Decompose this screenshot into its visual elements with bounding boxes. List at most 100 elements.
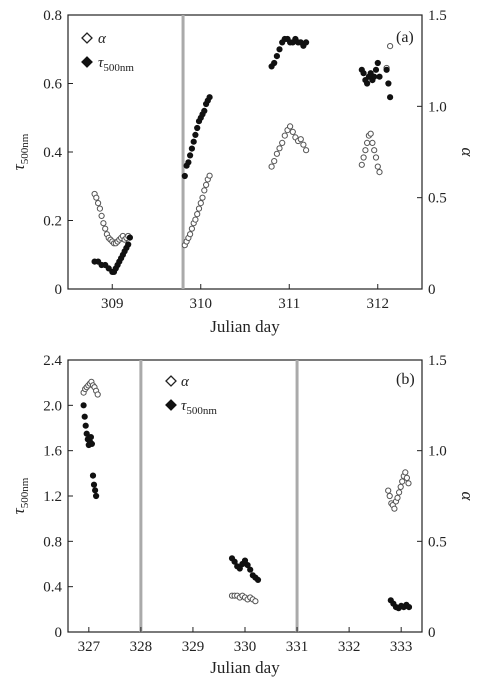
panel-b-label: (b) [396,371,415,388]
panel-a-chart: 309 310 311 312 0 0.2 0.4 0.6 0.8 0 0.5 1.0 1.5 (a… [9,8,477,336]
panel-a-alpha-point [268,163,275,170]
panel-a-tau-point [374,59,381,67]
panel-a-y-tick-label: 0.8 [43,8,62,24]
panel-b-x-tick-label: 332 [338,639,361,655]
panel-a-tau-point [201,107,208,115]
panel-b-y2-tick-label: 0.5 [428,534,447,550]
panel-b-y-tick-label: 0.8 [43,534,62,550]
panel-b-y2-tick-label: 1.0 [428,444,447,460]
panel-a-alpha-point [362,147,369,154]
panel-a-alpha-point [371,147,378,154]
panel-b-tau-point [241,557,249,564]
panel-a-tau-point [194,124,201,132]
panel-a-y-axis-label: τ500nm [9,133,31,170]
panel-a-y2-ticks: 0 0.5 1.0 1.5 [417,8,447,298]
panel-a-tau-point [276,46,283,53]
legend-tau-label: τ500nm [181,398,217,417]
panel-b-tau-point [231,558,238,565]
panel-a-alpha-point [287,123,294,130]
panel-b-y-tick-label: 1.2 [43,489,62,505]
panel-a-alpha-point [95,200,102,207]
panel-a-alpha-point [96,205,104,212]
panel-b-alpha-point [397,483,404,490]
panel-b-tau-point [80,402,87,409]
panel-a-x-tick-label: 312 [367,296,390,312]
panel-a-x-tick-label: 310 [190,296,213,312]
panel-b-y-ticks: 0 0.4 0.8 1.2 1.6 2.0 2.4 [43,353,73,641]
panel-a-y-ticks: 0 0.2 0.4 0.6 0.8 [43,8,73,298]
panel-b-y2-axis-label: α [458,492,477,502]
panel-b-x-tick-label: 330 [234,639,257,655]
panel-a-tau-point [271,59,278,67]
panel-b-chart: 327 328 329 330 331 332 333 0 0.4 0.8 1.2 1.6 2.0 2.… [9,353,477,677]
panel-a-tau-point [273,53,280,60]
panel-b-y2-ticks: 0 0.5 1.0 1.5 [417,353,447,641]
panel-b-tau-point [87,434,95,441]
panel-b-tau-point [92,487,99,494]
panel-b-tau-point [90,481,98,488]
panel-a-tau-point [364,80,371,87]
panel-a-x-tick-label: 311 [278,296,300,312]
panel-b-tau-point [236,565,243,572]
panel-a-x-tick-label: 309 [101,296,124,312]
panel-a-x-axis-label: Julian day [210,317,280,336]
panel-a-alpha-point [372,154,380,161]
panel-a-tau-point [105,265,112,272]
panel-b-tau-point [93,492,100,500]
panel-a-tau-point [185,159,192,166]
panel-a-tau-point [125,241,132,248]
panel-a-alpha-point [374,163,381,170]
panel-a-alpha-point [364,139,371,146]
panel-b-tau-point [254,576,262,584]
panel-a-alpha-point [358,161,365,168]
panel-a-tau-point [187,152,194,159]
panel-a-alpha-point [376,169,383,176]
panel-b-legend: α τ500nm [165,374,217,417]
panel-b-alpha-point [94,391,101,398]
panel-a-legend: α τ500nm [81,31,134,74]
panel-a-alpha-point [192,216,199,223]
panel-a-alpha-point [188,225,195,232]
legend-alpha-label: α [181,374,190,390]
panel-a-tau-point [367,70,374,77]
legend-open-diamond-marker [81,32,93,44]
panel-b-tau-point [247,566,254,573]
panel-b-x-tick-label: 327 [78,639,101,655]
panel-a-tau-point [385,80,392,87]
panel-b-y2-tick-label: 1.5 [428,353,447,369]
panel-a-tau-point [126,234,133,241]
panel-a-alpha-point [367,130,374,137]
panel-a-alpha-point [187,231,194,238]
panel-a-tau-point [192,131,199,138]
panel-b-tau-point [83,430,90,437]
panel-b-points [80,378,413,612]
panel-a-alpha-point [206,172,213,179]
panel-b-separator-lines [139,360,299,632]
panel-b-tau-point [244,562,251,569]
panel-a-alpha-point [93,194,100,201]
panel-a-y-tick-label: 0.6 [43,77,62,93]
panel-a-label: (a) [396,29,414,46]
panel-a-tau-point [383,66,390,73]
panel-b-y-tick-label: 2.4 [43,353,62,369]
panel-a-alpha-point [201,187,208,194]
panel-a-alpha-point [369,139,376,146]
panel-a-points [91,35,394,275]
panel-a-y2-axis-label: α [458,148,477,158]
panel-b-tau-point [89,472,97,479]
panel-a-alpha-point [199,194,206,201]
panel-b-tau-point [405,604,413,611]
panel-a-tau-point [387,94,394,101]
panel-a-y2-tick-label: 0 [428,282,436,298]
panel-a-tau-point [303,39,310,46]
panel-b-y-tick-label: 0.4 [43,580,62,596]
panel-b-tau-point [88,440,96,447]
panel-a-alpha-point [102,225,109,232]
panel-b-y-tick-label: 0 [55,625,63,641]
panel-a-tau-point [188,145,195,152]
panel-a-alpha-point [297,136,304,143]
panel-b-y2-tick-label: 0 [428,625,436,641]
panel-a-alpha-point [281,132,288,139]
panel-b-alpha-point [394,494,401,501]
